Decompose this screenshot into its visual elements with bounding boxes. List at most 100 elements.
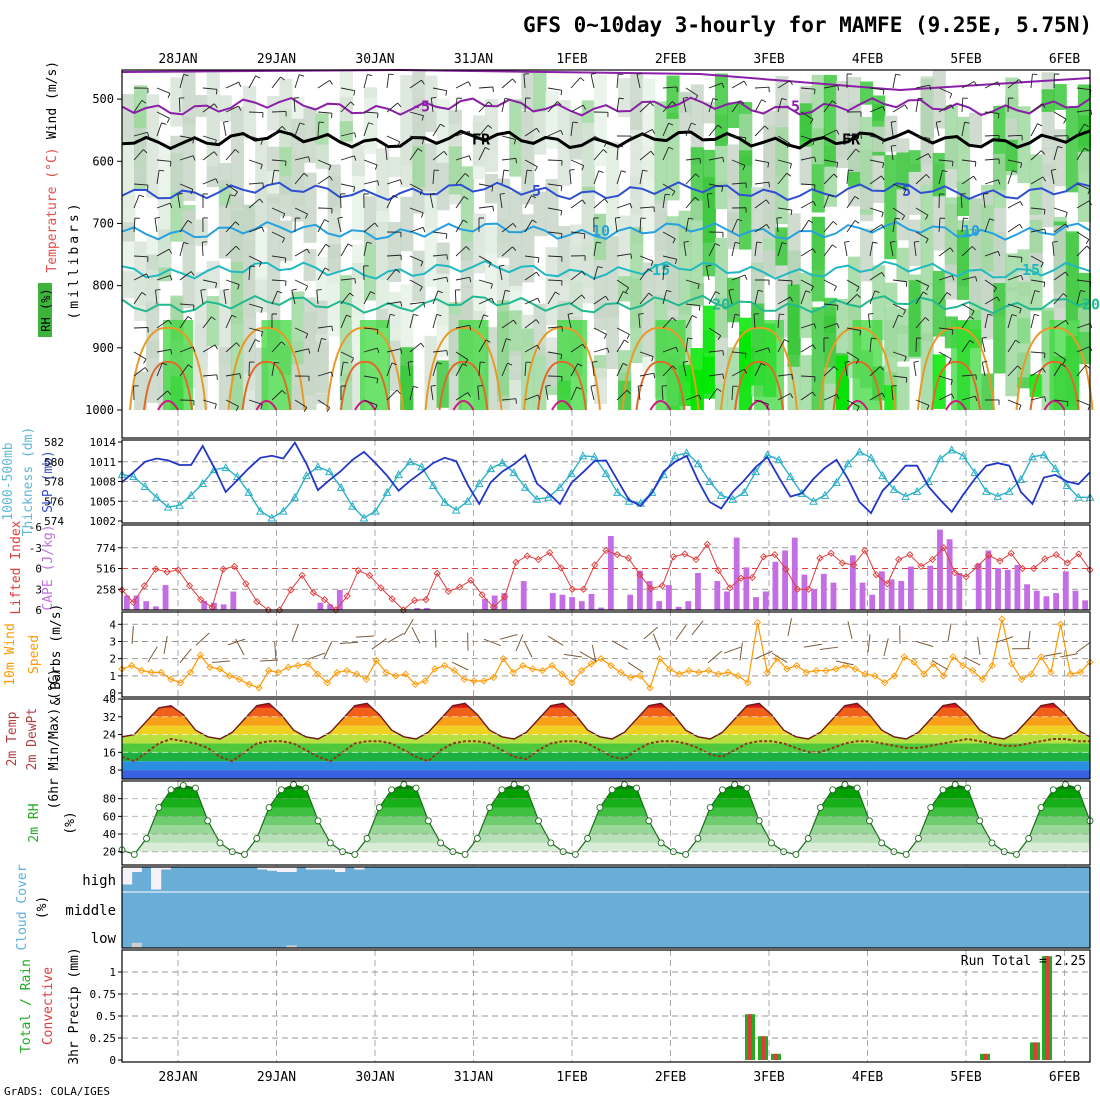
rh-shade-cell xyxy=(449,146,462,194)
tick-label-cape: 516 xyxy=(96,563,116,576)
panel-label-upper: Temperature (°C) xyxy=(45,147,60,272)
wind-barb xyxy=(906,282,907,287)
tick-label-li: 3 xyxy=(35,583,42,596)
surface-wind-barb xyxy=(868,634,870,652)
wind-barb xyxy=(699,306,700,311)
surface-wind-barb xyxy=(292,624,298,641)
tick-label-precip: 0 xyxy=(109,1054,116,1067)
rh-shade-cell xyxy=(1030,154,1043,214)
surface-wind-barb xyxy=(340,642,358,643)
wind-barb xyxy=(424,302,425,307)
tick-label-slp: 1005 xyxy=(90,495,117,508)
tick-label-wind: 1 xyxy=(109,670,116,683)
date-label-bottom: 29JAN xyxy=(257,1070,296,1085)
panel-frame-cape xyxy=(122,525,1090,610)
tick-label-slp: 1008 xyxy=(90,476,117,489)
surface-wind-barb xyxy=(724,647,741,653)
rh-point xyxy=(732,782,738,788)
surface-wind-barb xyxy=(820,647,838,649)
surface-wind-barb xyxy=(180,649,191,663)
precip-convective-bar xyxy=(1033,1042,1037,1060)
surface-wind-barb xyxy=(324,642,332,658)
wind-barb xyxy=(249,112,263,113)
rh-shade-cell xyxy=(267,96,280,131)
rh-shade-cell xyxy=(896,367,909,410)
wind-barb xyxy=(155,290,160,291)
cape-bar xyxy=(1024,584,1030,610)
cloud-fill xyxy=(122,867,1090,948)
rh-shade-cell xyxy=(304,364,317,410)
date-label-top: 1FEB xyxy=(556,52,587,67)
rh-shade-cell xyxy=(884,283,897,305)
rh-point xyxy=(144,835,150,841)
cape-bar xyxy=(831,583,837,610)
surface-wind-barb xyxy=(196,633,209,645)
high-cloud-gap xyxy=(335,867,345,872)
temperature-band xyxy=(122,770,1090,779)
rh-point xyxy=(1026,835,1032,841)
rh-shade-cell xyxy=(812,217,825,302)
tick-label-li: 6 xyxy=(35,604,42,617)
high-cloud-gap xyxy=(287,867,297,872)
rh-point xyxy=(523,785,529,791)
date-label-top: 30JAN xyxy=(355,52,394,67)
wind-barb xyxy=(757,242,762,243)
rh-shade-cell xyxy=(642,79,655,154)
wind-barb xyxy=(906,378,907,383)
rh-shade-cell xyxy=(304,297,317,364)
rh-shade-cell xyxy=(546,247,559,325)
wind-barb xyxy=(538,258,539,263)
rh-point xyxy=(254,835,260,841)
rh-point xyxy=(205,818,211,824)
wind-barb xyxy=(769,182,770,187)
wind-barb xyxy=(868,314,873,315)
precip-convective-bar xyxy=(774,1054,778,1060)
rh-point xyxy=(646,818,652,824)
wind-barb xyxy=(431,97,436,98)
rh-shade-cell xyxy=(993,283,1006,373)
rh-shade-cell xyxy=(304,173,317,243)
surface-wind-barb xyxy=(740,643,742,661)
cape-bar xyxy=(753,597,759,610)
rh-shade-cell xyxy=(340,275,353,381)
wind-barb xyxy=(975,162,976,167)
tick-label-precip: 0.5 xyxy=(96,1010,116,1023)
panel-label-cloud: Cloud Cover xyxy=(15,864,30,950)
cape-bar xyxy=(143,601,149,610)
surface-wind-barb xyxy=(435,630,436,648)
date-label-top: 5FEB xyxy=(950,52,981,67)
surface-wind-barb xyxy=(916,641,933,646)
rh-shade-cell xyxy=(437,360,450,407)
wind-barb xyxy=(355,279,356,284)
cape-bar xyxy=(908,567,914,610)
date-label-bottom: 3FEB xyxy=(753,1070,784,1085)
rh-point xyxy=(548,840,554,846)
surface-wind-barb xyxy=(788,618,791,636)
rh-shade-cell xyxy=(933,354,946,409)
tick-label-thickness: 578 xyxy=(44,476,64,489)
rh-shade-cell xyxy=(412,146,425,188)
rh-shade-cell xyxy=(340,121,353,141)
rh-shade-cell xyxy=(969,230,982,302)
rh-shade-cell xyxy=(388,157,401,177)
contour-label: 5 xyxy=(532,182,541,200)
rh-shade-cell xyxy=(243,206,256,305)
cape-bar xyxy=(743,567,749,610)
date-label-bottom: 31JAN xyxy=(454,1070,493,1085)
rh-shade-cell xyxy=(400,140,413,187)
panel-label-cloud: (%) xyxy=(35,896,50,919)
date-label-bottom: 28JAN xyxy=(158,1070,197,1085)
rh-shade-cell xyxy=(896,248,909,281)
panel-label-thick: Thickness (dm) xyxy=(21,427,36,537)
rh-point xyxy=(903,851,909,857)
date-label-top: 3FEB xyxy=(753,52,784,67)
rh-shade-cell xyxy=(1066,107,1079,192)
rh-point xyxy=(511,782,517,788)
precip-convective-bar xyxy=(983,1054,987,1060)
rh-shade-cell xyxy=(521,329,534,410)
rh-point xyxy=(756,818,762,824)
rh-point xyxy=(487,805,493,811)
rh-point xyxy=(217,840,223,846)
date-label-bottom: 4FEB xyxy=(852,1070,883,1085)
